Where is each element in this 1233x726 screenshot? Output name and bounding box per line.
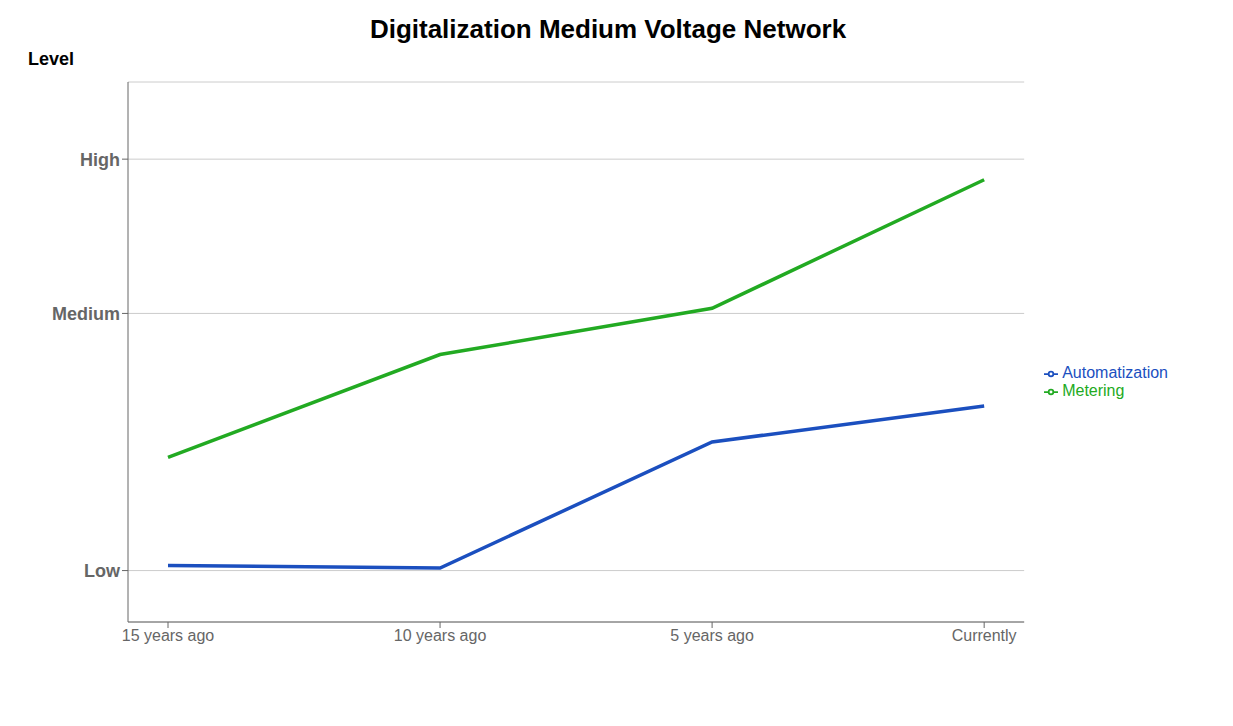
- svg-text:10 years ago: 10 years ago: [394, 627, 487, 644]
- svg-text:Medium: Medium: [52, 304, 120, 324]
- html-text:Metering: Metering: [1062, 382, 1125, 399]
- svg-text:Currently: Currently: [952, 627, 1017, 644]
- svg-text:High: High: [80, 150, 120, 170]
- html-text:Level: Level: [28, 49, 74, 69]
- svg-text:5 years ago: 5 years ago: [670, 627, 754, 644]
- html-text:Automatization: Automatization: [1062, 364, 1168, 381]
- html-text:Digitalization Medium Voltage: Digitalization Medium Voltage Network: [369, 14, 847, 44]
- svg-text:Low: Low: [84, 561, 121, 581]
- svg-text:15 years ago: 15 years ago: [122, 627, 215, 644]
